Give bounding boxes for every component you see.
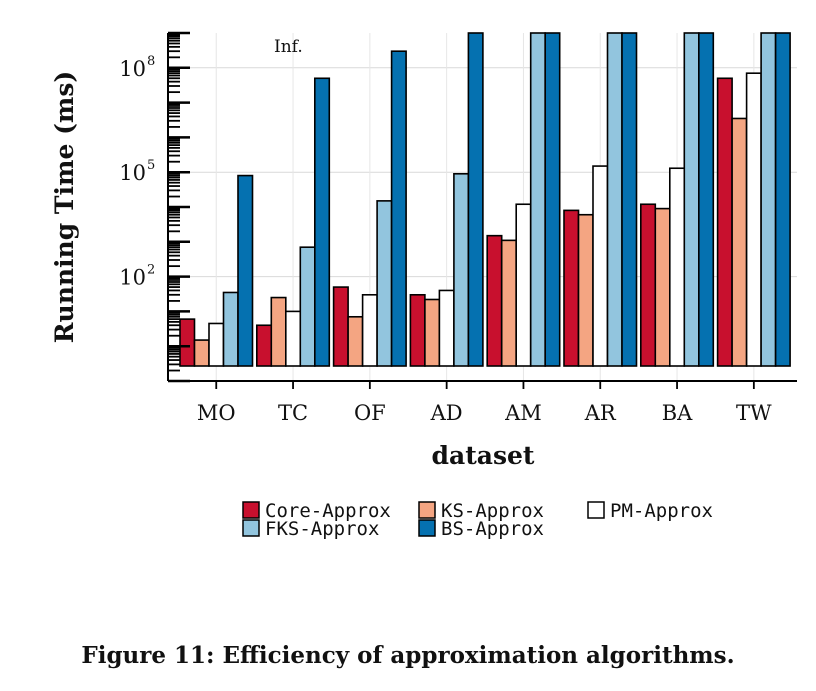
legend-swatch-ks-approx <box>418 501 436 519</box>
bar-ba-fks-approx <box>683 32 700 367</box>
running-time-chart: 10 210 510 8MO TC OF AD AM AR BA TW Inf. Running T… <box>50 31 797 540</box>
bar-am-core-approx <box>486 234 503 367</box>
bar-ar-core-approx <box>563 209 580 367</box>
x-tick-label: MO <box>197 401 236 425</box>
bar-tw-core-approx <box>716 77 733 367</box>
bar-ad-bs-approx <box>467 32 484 367</box>
bar-am-fks-approx <box>529 32 547 367</box>
y-tick-exponent: 5 <box>147 158 155 173</box>
inf-annotation: Inf. <box>274 37 303 57</box>
bar-tw-fks-approx <box>760 32 777 367</box>
y-axis-label: Running Time (ms) <box>50 71 79 344</box>
legend-swatch-fks-approx <box>242 519 260 537</box>
bar-ar-fks-approx <box>606 32 623 367</box>
bar-tw-ks-approx <box>731 117 748 367</box>
bar-ar-ks-approx <box>577 213 594 367</box>
bar-ad-core-approx <box>409 293 426 367</box>
bar-ba-pm-approx <box>668 167 686 367</box>
bar-tw-pm-approx <box>745 72 762 367</box>
x-tick-label: TW <box>736 401 772 425</box>
x-tick-label: TC <box>278 401 308 425</box>
legend-label-ks-approx: KS-Approx <box>441 500 544 522</box>
y-tick-exponent: 8 <box>147 54 155 69</box>
bar-mo-bs-approx <box>237 174 254 367</box>
bar-of-fks-approx <box>376 200 393 367</box>
legend-swatch-core-approx <box>242 501 260 519</box>
bar-ar-pm-approx <box>592 165 609 367</box>
bar-tc-bs-approx <box>313 77 331 367</box>
legend-label-fks-approx: FKS-Approx <box>265 518 379 540</box>
y-tick-label: 10 <box>119 161 146 185</box>
legend-label-pm-approx: PM-Approx <box>610 500 713 522</box>
y-tick-exponent: 2 <box>147 263 155 278</box>
x-axis-label: dataset <box>432 441 535 470</box>
bar-am-ks-approx <box>500 239 518 367</box>
legend-swatch-bs-approx <box>418 519 436 537</box>
x-tick-label: BA <box>662 401 693 425</box>
bar-ar-bs-approx <box>621 32 638 367</box>
y-tick-label: 10 <box>119 57 146 81</box>
y-tick-label: 10 <box>119 266 146 290</box>
axes-layer: 10 210 510 8MO TC OF AD AM AR BA TW <box>119 31 797 425</box>
bar-tw-bs-approx <box>774 32 791 367</box>
bars-layer <box>179 32 791 367</box>
bar-tc-ks-approx <box>270 296 287 367</box>
bar-mo-pm-approx <box>208 322 225 367</box>
x-tick-label: AR <box>584 401 617 425</box>
bar-mo-ks-approx <box>193 339 210 367</box>
bar-am-bs-approx <box>544 32 561 367</box>
bar-tc-pm-approx <box>284 310 302 367</box>
bar-tc-fks-approx <box>299 246 316 367</box>
bar-of-core-approx <box>332 286 349 367</box>
legend-swatch-pm-approx <box>587 501 605 519</box>
bar-ad-fks-approx <box>453 172 470 367</box>
bar-of-pm-approx <box>361 293 378 367</box>
bar-mo-core-approx <box>179 318 196 367</box>
legend-label-bs-approx: BS-Approx <box>441 518 544 540</box>
bar-ad-ks-approx <box>424 298 441 367</box>
x-tick-label: OF <box>354 401 386 425</box>
bar-mo-fks-approx <box>222 291 239 367</box>
bar-ba-bs-approx <box>697 32 715 367</box>
x-tick-label: AM <box>504 401 542 425</box>
bar-tc-core-approx <box>255 324 273 367</box>
figure-caption: Figure 11: Efficiency of approximation a… <box>81 642 735 669</box>
bar-am-pm-approx <box>515 203 532 367</box>
legend: Core-Approx KS-Approx PM-Approx FKS-Approx B… <box>242 500 713 540</box>
bar-of-bs-approx <box>390 50 407 367</box>
bar-ba-core-approx <box>639 203 657 367</box>
bar-ad-pm-approx <box>438 289 455 367</box>
x-tick-label: AD <box>430 401 463 425</box>
legend-label-core-approx: Core-Approx <box>265 500 391 522</box>
bar-of-ks-approx <box>347 315 364 367</box>
bar-ba-ks-approx <box>654 207 671 367</box>
